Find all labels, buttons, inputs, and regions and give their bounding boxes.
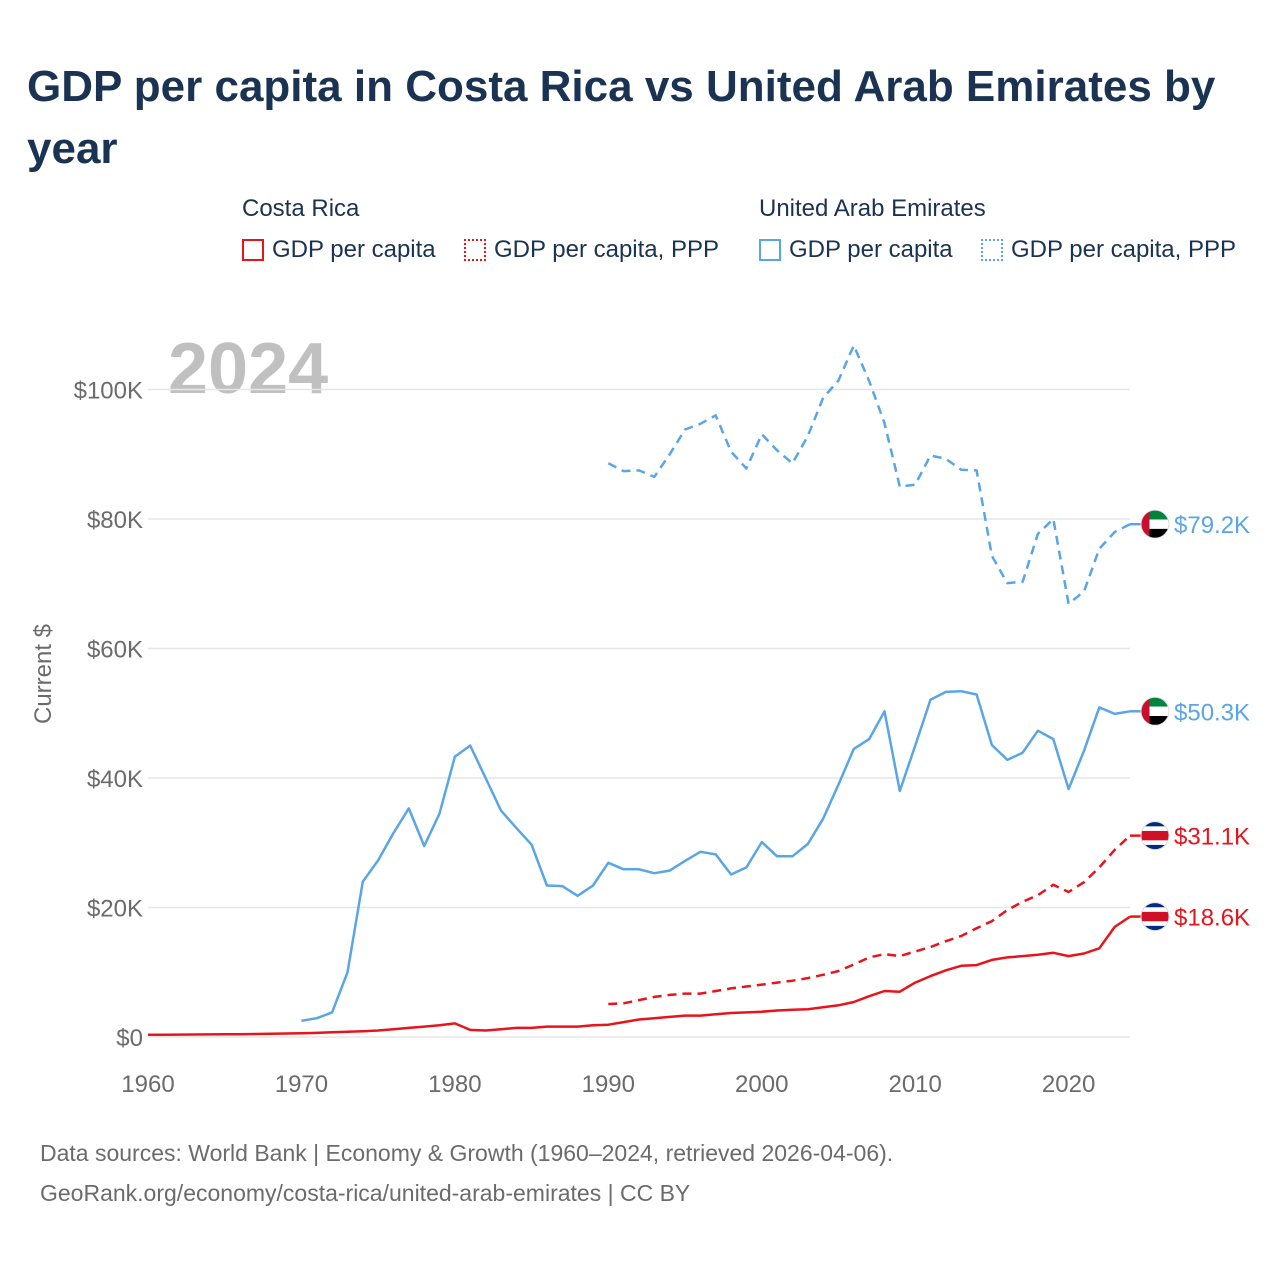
dotted-swatch-icon: [464, 239, 486, 261]
chart-title: GDP per capita in Costa Rica vs United A…: [27, 62, 1216, 173]
series-line: [301, 689, 1131, 1023]
series-end-label: $50.3K: [1174, 699, 1250, 726]
solid-swatch-icon: [759, 239, 781, 261]
y-tick-label: $0: [116, 1025, 143, 1052]
year-watermark: 2024: [168, 329, 328, 409]
flag-icon: [1140, 696, 1170, 726]
solid-swatch-icon: [242, 239, 264, 261]
dotted-swatch-icon: [981, 239, 1003, 261]
flag-icon: [1140, 821, 1170, 851]
series-line: [148, 915, 1131, 1036]
x-tick-label: 2000: [735, 1071, 788, 1098]
legend-item-costa-rica-gdp[interactable]: GDP per capita: [242, 236, 436, 264]
flag-icon: [1140, 902, 1170, 932]
legend-group-uae: United Arab Emirates: [759, 195, 986, 222]
y-axis-label: Current $: [30, 624, 57, 724]
x-tick-label: 1990: [582, 1071, 635, 1098]
flag-icon: [1140, 509, 1170, 539]
x-tick-label: 2010: [888, 1071, 941, 1098]
legend-label: GDP per capita: [789, 236, 953, 263]
x-tick-label: 1960: [121, 1071, 174, 1098]
y-tick-label: $100K: [74, 378, 143, 405]
line-chart: 2024 Current $ $0 $20K $40K $60K $80K $100K 1…: [30, 329, 1250, 1098]
legend-item-uae-gdp[interactable]: GDP per capita: [759, 236, 953, 264]
series-line: [608, 834, 1131, 1006]
legend-label: GDP per capita, PPP: [1011, 236, 1236, 263]
y-tick-label: $60K: [87, 637, 143, 664]
series-line: [607, 344, 1131, 606]
y-tick-label: $40K: [87, 766, 143, 793]
y-tick-label: $20K: [87, 896, 143, 923]
series-end-label: $79.2K: [1174, 512, 1250, 539]
legend-label: GDP per capita: [272, 236, 436, 263]
x-tick-label: 1970: [275, 1071, 328, 1098]
legend-item-costa-rica-gdp-ppp[interactable]: GDP per capita, PPP: [464, 236, 719, 264]
footer-url: GeoRank.org/economy/costa-rica/united-ar…: [40, 1180, 691, 1206]
legend-item-uae-gdp-ppp[interactable]: GDP per capita, PPP: [981, 236, 1236, 264]
x-tick-label: 2020: [1042, 1071, 1095, 1098]
series-end-label: $31.1K: [1174, 824, 1250, 851]
legend-group-costa-rica: Costa Rica: [242, 195, 360, 222]
footer-source: Data sources: World Bank | Economy & Gro…: [40, 1140, 894, 1166]
x-tick-label: 1980: [428, 1071, 481, 1098]
legend-label: GDP per capita, PPP: [494, 236, 719, 263]
y-tick-label: $80K: [87, 507, 143, 534]
series-end-label: $18.6K: [1174, 905, 1250, 932]
